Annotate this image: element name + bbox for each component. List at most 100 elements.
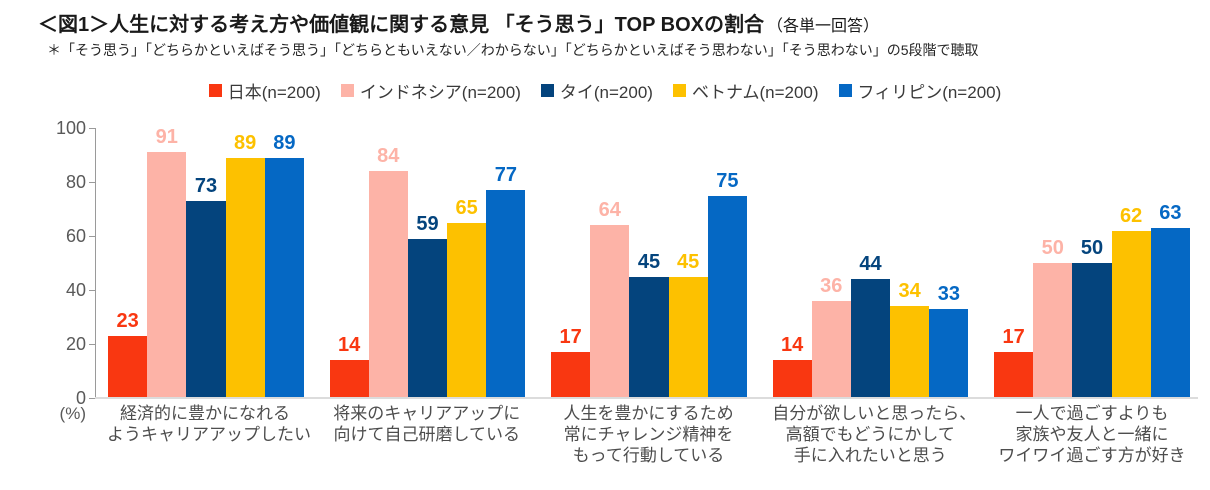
y-tick-mark	[89, 397, 95, 399]
bar-value-label: 17	[1002, 326, 1025, 349]
bar-value-label: 36	[820, 274, 843, 297]
y-tick-label: 100	[55, 118, 86, 138]
bar: 89	[225, 132, 265, 398]
category-label-line: 一人で過ごすよりも	[1015, 404, 1169, 423]
bar: 63	[1150, 202, 1190, 398]
category-label: 一人で過ごすよりも 家族や友人と一緒に ワイワイ過ごす方が好き	[994, 403, 1190, 466]
legend-item-label: 日本(n=200)	[227, 83, 321, 102]
bar: 36	[811, 275, 851, 398]
bar-value-label: 73	[194, 174, 218, 197]
bar: 45	[629, 251, 669, 398]
legend-item: インドネシア(n=200)	[340, 78, 521, 103]
bar: 14	[772, 334, 812, 398]
category-label-line: 家族や友人と一緒に	[1015, 425, 1169, 444]
bar-value-label: 77	[494, 164, 517, 187]
category-label-line: 自分が欲しいと思ったら、	[772, 404, 977, 423]
legend-item-label: インドネシア(n=200)	[359, 83, 521, 102]
bar-group: 17 50 50 62 63	[994, 128, 1190, 398]
bar-value-label: 65	[455, 196, 478, 219]
category-label-line: 高額でもどうにかして	[785, 425, 955, 444]
bar: 91	[147, 126, 187, 398]
bar: 34	[890, 280, 930, 398]
legend-item: フィリピン(n=200)	[838, 78, 1002, 103]
x-axis-line	[95, 397, 1198, 399]
legend-item: 日本(n=200)	[208, 78, 321, 103]
bar-value-label: 59	[416, 212, 439, 235]
page-title: ＜図1＞人生に対する考え方や価値観に関する意見 「そう思う」TOP BOXの割合…	[38, 8, 879, 37]
category-label-line: 常にチャレンジ精神を	[563, 425, 734, 444]
figure-title-suffix: （各単一回答）	[766, 18, 879, 35]
bar: 84	[368, 145, 408, 398]
bar: 14	[329, 334, 369, 398]
category-label: 自分が欲しいと思ったら、高額でもどうにかして 手に入れたいと思う	[772, 403, 977, 466]
bar-value-label: 64	[598, 199, 621, 222]
category-label-line: 手に入れたいと思う	[793, 446, 947, 465]
bar: 62	[1111, 205, 1151, 398]
bar-value-label: 62	[1120, 204, 1143, 227]
legend-swatch-icon	[340, 84, 354, 97]
bar: 73	[186, 175, 226, 398]
bar-value-label: 14	[780, 334, 804, 357]
bar-value-label: 63	[1159, 201, 1182, 224]
bar: 65	[447, 197, 487, 398]
bar-value-label: 50	[1041, 237, 1064, 259]
category-label-line: ワイワイ過ごす方が好き	[998, 446, 1186, 465]
legend-swatch-icon	[838, 84, 852, 97]
y-tick-label: 40	[65, 280, 86, 300]
bar-value-label: 89	[234, 131, 257, 154]
bar-value-label: 14	[337, 334, 361, 357]
bar: 17	[551, 326, 591, 398]
category-label: 経済的に豊かになれるようキャリアアップしたい	[107, 403, 311, 466]
bar-value-label: 17	[559, 326, 582, 349]
legend-item-label: フィリピン(n=200)	[857, 83, 1002, 102]
bar-value-label: 44	[859, 253, 882, 276]
bar: 75	[707, 170, 747, 398]
legend-swatch-icon	[540, 84, 554, 97]
bar-value-label: 45	[677, 250, 700, 273]
bar: 59	[407, 213, 448, 398]
category-label: 人生を豊かにするため 常にチャレンジ精神を もって行動している	[551, 403, 747, 466]
category-label-line: もって行動している	[572, 446, 725, 465]
category-label: 将来のキャリアアップに 向けて自己研磨している	[329, 403, 525, 466]
y-tick-mark	[89, 127, 95, 129]
plot-area: 23 91 73 89 89 14 84 59 65 77 17 64 45 45 75 14 36 44 34 33…	[95, 126, 1198, 398]
y-tick-label: 80	[65, 172, 86, 192]
category-label-line: 人生を豊かにするため	[563, 404, 734, 423]
y-tick-mark	[89, 343, 95, 345]
bar-value-label: 91	[155, 126, 178, 149]
bar: 89	[264, 132, 304, 398]
bar: 50	[1033, 237, 1073, 398]
legend-item-label: タイ(n=200)	[559, 83, 653, 102]
y-tick-label: 60	[65, 226, 86, 246]
figure-footnote: ＊「そう思う」「どちらかといえばそう思う」「どちらともいえない／わからない」「ど…	[47, 42, 979, 58]
category-label-line: 経済的に豊かになれる	[120, 404, 290, 423]
bar-group: 14 84 59 65 77	[329, 128, 526, 398]
bar-group: 23 91 73 89 89	[108, 126, 304, 398]
y-tick-mark	[89, 181, 95, 183]
category-label-line: ようキャリアアップしたい	[107, 425, 311, 444]
bar: 77	[486, 164, 526, 398]
bar-group: 17 64 45 45 75	[551, 128, 747, 398]
bar-value-label: 33	[937, 282, 960, 305]
y-axis-unit-label: (%)	[59, 404, 86, 423]
y-tick-mark	[89, 235, 95, 237]
y-tick-label: 0	[75, 388, 86, 408]
figure-title: ＜図1＞人生に対する考え方や価値観に関する意見 「そう思う」TOP BOXの割合	[38, 14, 764, 36]
bar: 17	[994, 326, 1034, 398]
bar: 50	[1072, 237, 1112, 398]
legend-swatch-icon	[208, 84, 222, 97]
bar-value-label: 50	[1080, 237, 1104, 259]
category-label-line: 向けて自己研磨している	[333, 425, 521, 444]
bar-value-label: 34	[898, 280, 921, 303]
legend-item: ベトナム(n=200)	[672, 78, 819, 103]
bar: 44	[850, 253, 891, 398]
category-labels: 経済的に豊かになれるようキャリアアップしたい 将来のキャリアアップに 向けて自己研磨…	[95, 403, 1198, 466]
bar-value-label: 23	[116, 309, 139, 332]
bar-value-label: 84	[377, 145, 400, 168]
bar-group: 14 36 44 34 33	[772, 128, 969, 398]
legend-swatch-icon	[672, 84, 686, 97]
legend-item: タイ(n=200)	[540, 78, 653, 103]
bar: 64	[590, 199, 630, 398]
legend-item-label: ベトナム(n=200)	[691, 83, 819, 102]
